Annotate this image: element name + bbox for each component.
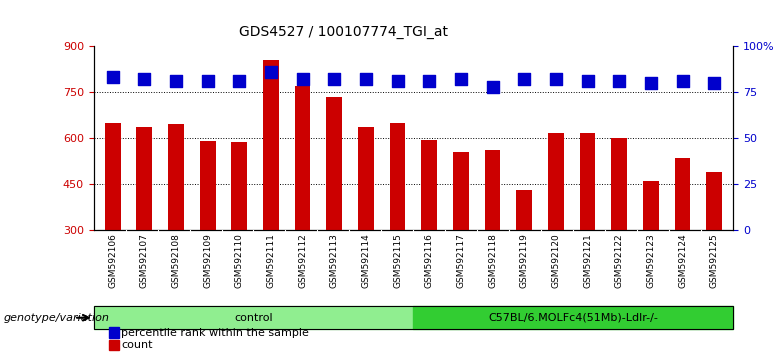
Text: percentile rank within the sample: percentile rank within the sample xyxy=(121,328,309,338)
Bar xyxy=(453,152,469,322)
Bar xyxy=(263,60,278,322)
Bar xyxy=(675,158,690,322)
Text: genotype/variation: genotype/variation xyxy=(4,313,110,323)
Bar xyxy=(358,127,374,322)
Point xyxy=(676,78,689,84)
Bar xyxy=(548,133,564,322)
Text: count: count xyxy=(121,340,152,350)
Bar xyxy=(421,139,437,322)
Bar xyxy=(484,150,501,322)
Point xyxy=(550,76,562,82)
Bar xyxy=(200,141,215,322)
Bar xyxy=(580,133,595,322)
Point xyxy=(296,76,309,82)
Point xyxy=(233,78,246,84)
Bar xyxy=(168,124,184,322)
Bar xyxy=(295,86,310,322)
Point xyxy=(708,80,721,86)
Point xyxy=(613,78,626,84)
Point xyxy=(360,76,372,82)
Point xyxy=(518,76,530,82)
Point xyxy=(644,80,657,86)
Bar xyxy=(516,190,532,322)
Bar xyxy=(136,127,152,322)
Point xyxy=(170,78,183,84)
Text: GDS4527 / 100107774_TGI_at: GDS4527 / 100107774_TGI_at xyxy=(239,25,448,39)
Text: C57BL/6.MOLFc4(51Mb)-Ldlr-/-: C57BL/6.MOLFc4(51Mb)-Ldlr-/- xyxy=(488,313,658,323)
Bar xyxy=(232,142,247,322)
Point xyxy=(106,74,119,80)
Bar xyxy=(706,172,722,322)
Bar xyxy=(326,97,342,322)
Point xyxy=(455,76,467,82)
Point xyxy=(423,78,435,84)
Bar xyxy=(612,138,627,322)
Point xyxy=(138,76,151,82)
Point xyxy=(581,78,594,84)
Point xyxy=(328,76,341,82)
Bar xyxy=(643,181,659,322)
Point xyxy=(486,84,498,89)
Bar xyxy=(105,123,121,322)
Text: control: control xyxy=(234,313,273,323)
Point xyxy=(392,78,404,84)
Bar xyxy=(390,123,406,322)
Point xyxy=(201,78,214,84)
Point xyxy=(264,69,277,75)
